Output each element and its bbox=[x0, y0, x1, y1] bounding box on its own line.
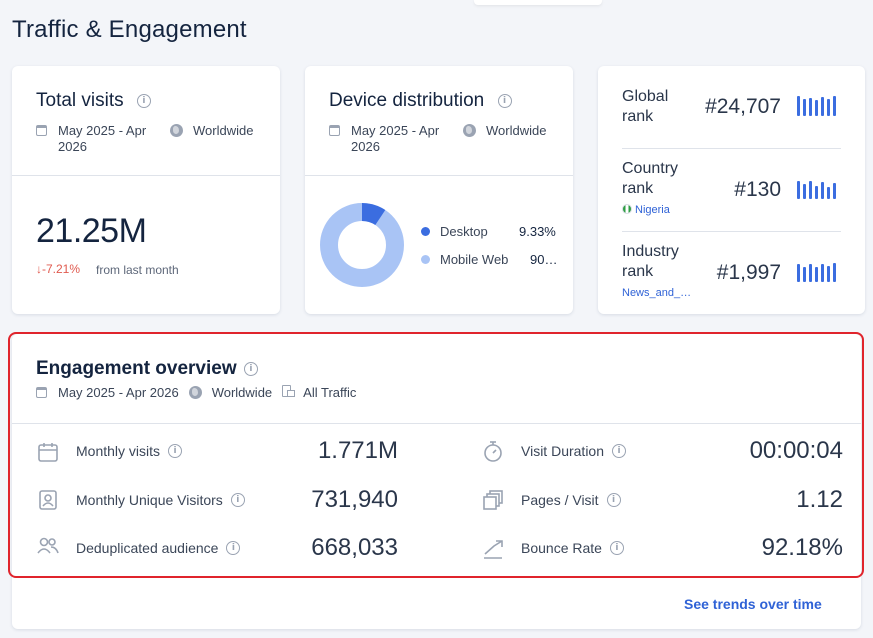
metric-label-text: Visit Duration bbox=[521, 443, 605, 459]
date-range: May 2025 - Apr 2026 bbox=[58, 123, 147, 154]
engagement-overview-card: Engagement overview i May 2025 - Apr 202… bbox=[12, 334, 861, 629]
bounce-arrow-icon bbox=[484, 540, 503, 559]
info-icon[interactable]: i bbox=[226, 541, 241, 555]
metric-value-visit-duration: 00:00:04 bbox=[749, 437, 843, 464]
legend-value-mobile-web: 90… bbox=[530, 252, 558, 267]
date-range: May 2025 - Apr 2026 bbox=[351, 123, 440, 154]
global-rank-label: Global rank bbox=[622, 88, 669, 125]
legend-label-mobile-web: Mobile Web bbox=[440, 252, 509, 267]
calendar-icon bbox=[36, 125, 47, 136]
metric-label-unique-visitors: Monthly Unique Visitors i bbox=[76, 492, 245, 508]
donut-slice-desktop bbox=[320, 203, 404, 287]
calendar-icon bbox=[329, 125, 340, 136]
nigeria-flag-icon bbox=[622, 204, 632, 214]
country-name[interactable]: Nigeria bbox=[635, 204, 670, 216]
metric-value-monthly-visits: 1.771M bbox=[317, 437, 398, 464]
traffic-type: All Traffic bbox=[303, 385, 357, 400]
card-divider bbox=[305, 175, 573, 176]
date-range: May 2025 - Apr 2026 bbox=[58, 385, 179, 400]
metric-value-unique-visitors: 731,940 bbox=[311, 486, 398, 513]
info-icon[interactable]: i bbox=[168, 444, 183, 458]
device-donut-chart bbox=[320, 203, 404, 287]
top-bar-stub bbox=[474, 0, 602, 5]
engagement-highlight-frame bbox=[8, 332, 864, 578]
engagement-title-text: Engagement overview bbox=[36, 358, 237, 379]
total-visits-meta: May 2025 - Apr 2026 Worldwide bbox=[36, 123, 253, 155]
metric-label-monthly-visits: Monthly visits i bbox=[76, 443, 183, 459]
engagement-title: Engagement overview i bbox=[36, 358, 258, 380]
country-rank-sparkbars bbox=[797, 179, 836, 199]
total-visits-value: 21.25M bbox=[36, 212, 147, 250]
total-visits-card: Total visits i May 2025 - Apr 2026 World… bbox=[12, 66, 280, 314]
globe-icon bbox=[463, 124, 476, 137]
traffic-source-icon bbox=[282, 385, 296, 397]
info-icon[interactable]: i bbox=[609, 541, 624, 555]
info-icon[interactable]: i bbox=[606, 493, 621, 507]
device-distribution-card: Device distribution i May 2025 - Apr 202… bbox=[305, 66, 573, 314]
info-icon[interactable]: i bbox=[612, 444, 627, 458]
metric-label-bounce-rate: Bounce Rate i bbox=[521, 540, 624, 556]
industry-rank-label: Industry rank bbox=[622, 243, 679, 280]
rank-divider bbox=[622, 148, 841, 149]
donut-slice-mobile-web bbox=[320, 203, 404, 287]
legend-dot-mobile-web bbox=[421, 255, 430, 264]
change-note: from last month bbox=[96, 263, 179, 277]
region: Worldwide bbox=[193, 123, 254, 138]
page-title: Traffic & Engagement bbox=[12, 16, 247, 43]
info-icon[interactable]: i bbox=[497, 94, 512, 108]
id-card-icon bbox=[39, 490, 57, 510]
calendar-icon bbox=[38, 443, 58, 462]
country-link[interactable]: Nigeria bbox=[622, 204, 670, 216]
info-icon[interactable]: i bbox=[230, 493, 245, 507]
pages-icon bbox=[483, 490, 503, 510]
global-rank-value: #24,707 bbox=[705, 95, 781, 118]
region: Worldwide bbox=[486, 123, 547, 138]
country-rank-value: #130 bbox=[734, 178, 781, 201]
card-divider bbox=[12, 423, 861, 424]
globe-icon bbox=[188, 386, 202, 399]
metric-label-text: Monthly Unique Visitors bbox=[76, 492, 223, 508]
metric-label-text: Deduplicated audience bbox=[76, 540, 219, 556]
global-rank-sparkbars bbox=[797, 96, 836, 116]
industry-rank-sparkbars bbox=[797, 262, 836, 282]
device-distribution-title-text: Device distribution bbox=[329, 90, 485, 111]
calendar-icon bbox=[36, 387, 47, 398]
device-distribution-meta: May 2025 - Apr 2026 Worldwide bbox=[329, 123, 546, 155]
total-visits-title-text: Total visits bbox=[36, 90, 124, 111]
info-icon[interactable]: i bbox=[136, 94, 151, 108]
country-rank-label: Country rank bbox=[622, 160, 679, 197]
globe-icon bbox=[170, 124, 183, 137]
metric-label-text: Bounce Rate bbox=[521, 540, 602, 556]
industry-link[interactable]: News_and_… bbox=[622, 287, 692, 299]
change-percent: ↓-7.21% bbox=[36, 262, 81, 276]
metric-value-pages-per-visit: 1.12 bbox=[796, 486, 843, 513]
metric-label-visit-duration: Visit Duration i bbox=[521, 443, 627, 459]
rank-divider bbox=[622, 231, 841, 232]
device-distribution-title: Device distribution i bbox=[329, 90, 512, 112]
metric-value-bounce-rate: 92.18% bbox=[761, 534, 843, 561]
info-icon[interactable]: i bbox=[243, 362, 258, 376]
legend-label-desktop: Desktop bbox=[440, 224, 488, 239]
stopwatch-icon bbox=[484, 441, 502, 462]
legend-value-desktop: 9.33% bbox=[519, 224, 556, 239]
see-trends-link[interactable]: See trends over time bbox=[684, 596, 822, 612]
region: Worldwide bbox=[211, 385, 273, 400]
users-icon bbox=[37, 537, 59, 554]
rank-card: Global rank #24,707 Country rank #130 Ni… bbox=[598, 66, 865, 314]
card-divider bbox=[12, 175, 280, 176]
metric-label-text: Monthly visits bbox=[76, 443, 161, 459]
total-visits-title: Total visits i bbox=[36, 90, 151, 112]
metric-label-pages-per-visit: Pages / Visit i bbox=[521, 492, 621, 508]
engagement-meta: May 2025 - Apr 2026 Worldwide All Traffi… bbox=[36, 385, 356, 400]
metric-label-deduplicated-audience: Deduplicated audience i bbox=[76, 540, 241, 556]
industry-rank-value: #1,997 bbox=[716, 261, 781, 284]
metric-value-deduplicated-audience: 668,033 bbox=[311, 534, 398, 561]
metric-label-text: Pages / Visit bbox=[521, 492, 599, 508]
legend-dot-desktop bbox=[421, 227, 430, 236]
